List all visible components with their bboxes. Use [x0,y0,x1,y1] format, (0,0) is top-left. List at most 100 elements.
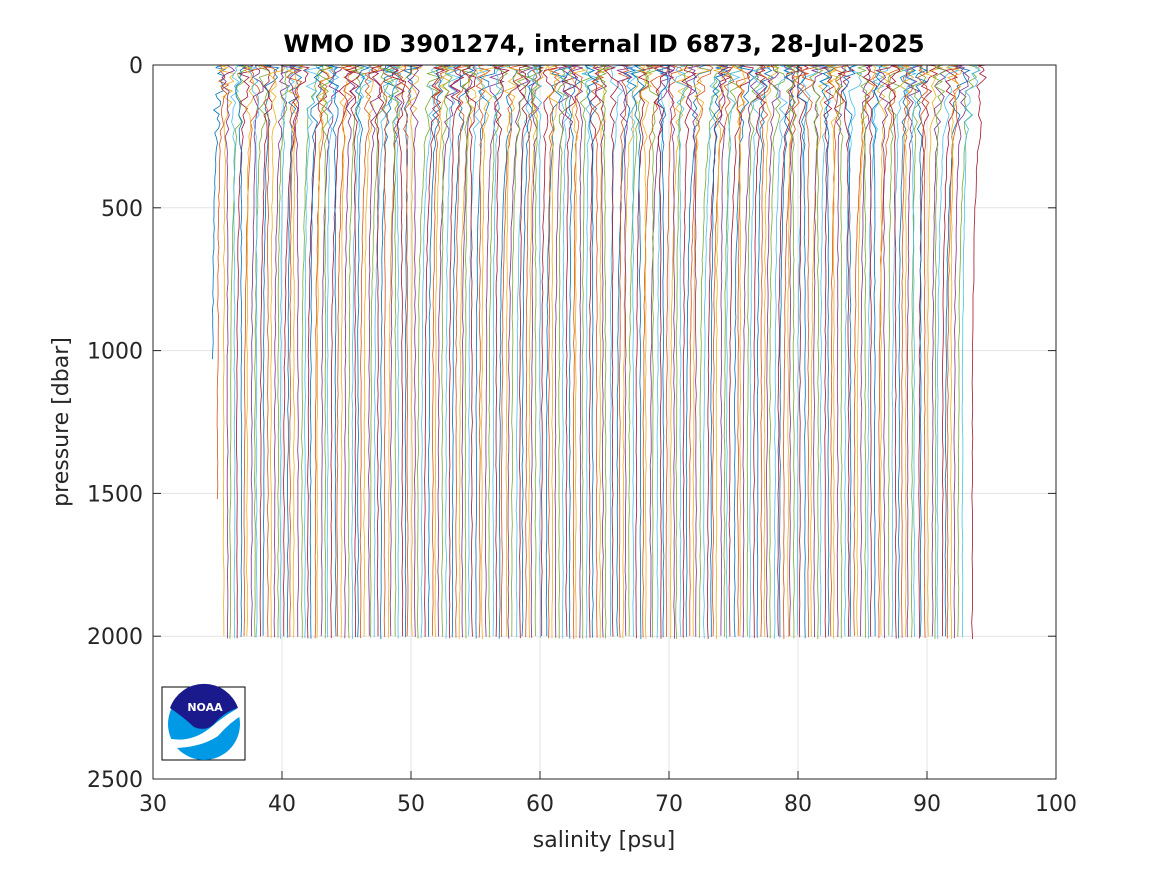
salinity-profile-line [936,64,960,639]
salinity-profile-line [233,64,247,638]
salinity-profile-line [246,64,260,638]
salinity-profile-line [826,64,843,639]
salinity-profile-line [389,64,407,637]
salinity-profile-line [876,64,892,636]
salinity-profile-line [347,64,366,639]
salinity-profile-line [527,64,543,637]
salinity-profile-line [363,64,380,637]
salinity-profile-line [369,64,395,638]
y-tick-labels: 0 500 1000 1500 2000 2500 [87,54,143,793]
salinity-profile-line [664,64,676,639]
salinity-profile-line [406,64,422,637]
salinity-profile-line [387,64,411,638]
salinity-profile-line [262,64,280,636]
x-axis-label: salinity [psu] [533,828,675,853]
salinity-profile-line [250,64,264,637]
salinity-profile-line [905,64,921,638]
salinity-profile-line [703,64,726,639]
salinity-profile-line [545,64,568,637]
salinity-profile-line [946,64,961,639]
salinity-profile-line [971,64,988,640]
salinity-profile-line [558,64,574,639]
salinity-profile-line [325,65,340,638]
salinity-profile-line [325,64,340,637]
salinity-profile-line [636,64,653,639]
salinity-profile-line [492,64,510,636]
salinity-profile-line [217,64,236,637]
logo-label: NOAA [187,701,223,714]
salinity-profile-line [448,64,465,639]
salinity-profile-line [766,64,781,638]
salinity-profile-line [461,64,477,637]
salinity-profile-line [609,64,628,637]
salinity-profile-line [856,64,870,638]
salinity-profile-line [595,64,612,639]
salinity-profile-line [540,64,559,636]
salinity-profile-line [819,64,837,636]
y-tick-label: 1000 [87,340,143,365]
salinity-profile-line [891,64,916,638]
salinity-profile-line [914,64,928,637]
salinity-profile-line [273,64,295,638]
salinity-profile-line [339,64,355,638]
salinity-profile-line [475,64,491,638]
salinity-profile-line [783,64,795,636]
salinity-profile-line [823,64,836,638]
salinity-profile-line [376,64,394,638]
salinity-profile-line [494,64,510,637]
logo-top-navy [170,683,238,729]
salinity-profile-line [478,64,496,640]
salinity-profile-line [615,64,633,636]
x-tick-label: 70 [655,792,683,817]
salinity-profile-line [842,64,856,637]
salinity-profiles [212,64,988,640]
salinity-profile-line [216,64,230,500]
salinity-profile-line [603,64,619,637]
salinity-profile-line [371,64,385,637]
salinity-profile-line [243,64,255,637]
salinity-profile-line [837,64,855,637]
salinity-profile-line [488,64,511,638]
salinity-profile-line [286,64,304,638]
salinity-profile-line [860,64,878,637]
salinity-profile-line [230,64,241,639]
salinity-profile-line [713,64,731,639]
y-tick-label: 500 [101,197,143,222]
salinity-profile-line [420,64,445,639]
salinity-profile-line [458,64,487,639]
salinity-profile-line [674,64,688,637]
salinity-profile-line [723,64,743,637]
salinity-profile-line [706,64,733,639]
salinity-profile-line [733,64,755,638]
salinity-profile-line [635,64,654,639]
salinity-profile-line [731,64,746,637]
salinity-profile-line [229,64,254,639]
salinity-profile-line [725,64,744,639]
salinity-profile-line [588,64,606,638]
salinity-profile-line [774,64,793,639]
salinity-profile-line [432,64,450,636]
salinity-profile-line [320,64,343,637]
salinity-profile-line [834,64,847,639]
axis-ticks [152,64,1057,780]
salinity-profile-line [584,64,600,638]
salinity-profile-line [253,64,273,638]
x-tick-label: 80 [784,792,812,817]
salinity-profile-line [437,64,462,637]
salinity-profile-line [710,64,728,637]
salinity-profile-line [941,64,963,637]
salinity-profile-line [359,64,379,638]
salinity-profile-line [777,64,803,636]
salinity-profile-line [809,64,824,640]
plot-frame [152,64,1057,780]
salinity-profile-line [716,64,730,636]
salinity-profile-line [330,64,353,639]
salinity-profile-line [401,64,419,638]
salinity-profile-line [617,64,634,638]
salinity-profile-line [351,64,375,639]
salinity-profile-line [389,64,405,637]
salinity-profile-line [675,64,694,639]
salinity-profile-line [901,64,917,637]
salinity-profile-line [911,64,927,638]
